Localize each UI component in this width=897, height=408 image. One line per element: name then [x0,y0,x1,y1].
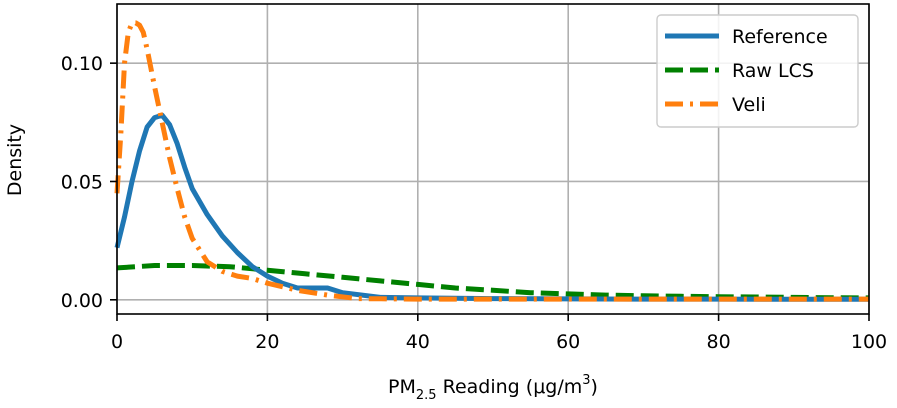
y-axis-label: Density [4,124,26,196]
x-tick-label: 40 [406,331,430,353]
x-axis-label-subscript: 2.5 [416,388,437,403]
legend: Reference Raw LCS Veli [656,14,859,128]
y-tick-label: 0.10 [61,53,103,75]
x-axis-label-suffix: ) [591,376,598,398]
legend-label: Reference [732,26,828,48]
legend-label: Raw LCS [732,60,814,82]
x-tick-label: 100 [851,331,887,353]
plot-frame [116,3,870,315]
y-tick-label: 0.00 [61,290,103,312]
legend-label: Veli [732,94,766,116]
x-axis-label-middle: Reading (μg/m [437,376,583,398]
series-line-raw-lcs [116,263,870,301]
series-lines [114,20,870,302]
x-axis-label: PM2.5 Reading (μg/m3) [388,373,598,403]
legend-box [656,14,859,128]
x-tick-label: 60 [556,331,580,353]
x-axis-label-superscript: 3 [582,373,590,388]
y-tick-label: 0.05 [61,171,103,193]
x-axis-label-prefix: PM [388,376,416,398]
x-tick-label: 20 [255,331,279,353]
series-line-reference [114,112,869,302]
x-tick-label: 0 [111,331,123,353]
x-tick-label: 80 [707,331,731,353]
ticks: 0 20 40 60 80 100 0.00 0.05 0.10 [61,53,887,353]
